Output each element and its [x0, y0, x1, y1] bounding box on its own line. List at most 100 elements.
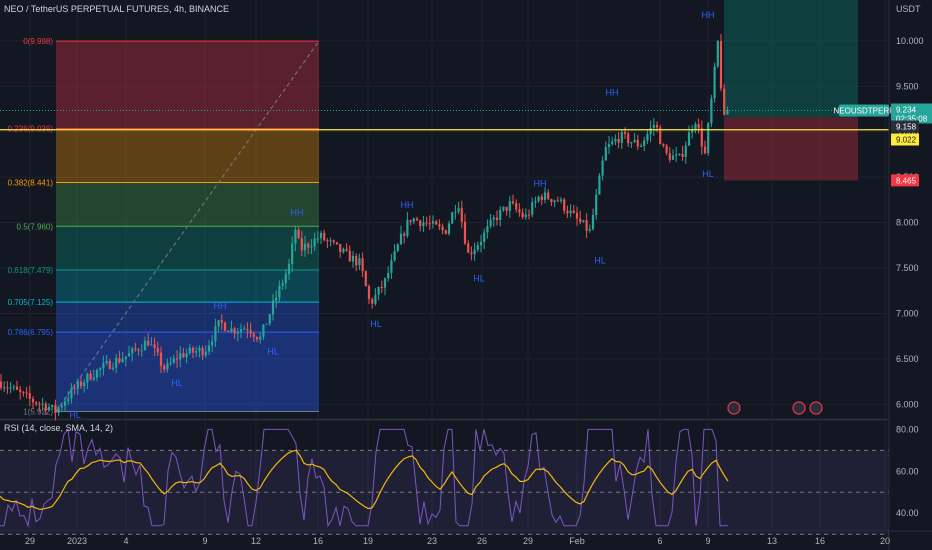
candle-body-43	[137, 349, 140, 351]
structure-label-10: HH	[606, 87, 619, 97]
candle-body-211	[675, 154, 678, 156]
candle-body-199	[636, 139, 639, 147]
fib-zone-4	[56, 269, 319, 303]
market-structure-labels: HL HL HH HL HH HL HH HL HH HL HH HL HH	[69, 10, 714, 420]
price-tag-box-1	[891, 133, 919, 146]
candle-body-15	[47, 406, 51, 411]
candle-body-133	[425, 222, 428, 224]
candle-body-105	[335, 242, 339, 245]
candle-body-66	[211, 341, 214, 346]
candle-body-81	[259, 336, 262, 340]
candle-body-41	[131, 348, 134, 354]
price-tick-label-0: 10.000	[896, 36, 924, 46]
grid	[0, 0, 889, 530]
time-tick-label-8: 26	[477, 536, 487, 546]
time-tick-label-5: 16	[313, 536, 323, 546]
candle-body-47	[150, 344, 153, 346]
candle-body-101	[323, 232, 326, 241]
candle-body-65	[207, 345, 211, 352]
candle-body-160	[511, 201, 515, 204]
fib-level-label-7: 1(5.922)	[23, 407, 53, 416]
symbol-tag-text: NEOUSDTPERP	[834, 106, 895, 115]
candle-body-135	[431, 221, 435, 224]
candle-body-180	[575, 212, 579, 219]
candle-body-6	[19, 389, 22, 392]
candle-body-88	[281, 283, 284, 286]
candle-body-176	[563, 199, 566, 211]
candle-body-195	[623, 131, 627, 134]
candle-body-137	[438, 224, 441, 227]
candle-body-12	[38, 403, 41, 405]
candle-body-26	[83, 382, 86, 387]
candle-body-167	[534, 201, 537, 203]
candle-body-206	[659, 127, 662, 145]
price-tick-label-5: 7.500	[896, 263, 919, 273]
candle-body-73	[233, 328, 236, 334]
candle-body-1	[3, 387, 6, 389]
chart-title: NEO / TetherUS PERPETUAL FUTURES, 4h, BI…	[4, 4, 229, 14]
fib-trend-line	[55, 40, 320, 412]
candle-body-89	[284, 273, 287, 284]
candle-body-204	[652, 124, 655, 128]
candle-body-143	[457, 208, 460, 212]
fib-level-label-0: 0(9.998)	[23, 37, 53, 46]
candle-body-13	[41, 403, 44, 405]
candle-body-174	[556, 200, 559, 202]
candle-body-208	[665, 145, 668, 154]
fibonacci-retracement[interactable]: 0(9.998) 0.236(9.036) 0.382(8.441) 0.5(7.96…	[8, 37, 320, 416]
candle-body-77	[246, 328, 249, 331]
candle-body-144	[460, 208, 463, 222]
candle-body-42	[134, 348, 137, 350]
candle-body-111	[355, 255, 358, 266]
candle-body-110	[351, 255, 355, 262]
candle-body-94	[300, 238, 303, 251]
structure-label-1: HL	[171, 378, 183, 388]
candle-body-178	[569, 210, 572, 214]
position-loss-zone	[724, 117, 858, 181]
time-tick-label-13: 13	[767, 536, 777, 546]
price-axis[interactable]: 10.0009.5009.0008.5008.0007.5007.0006.50…	[834, 0, 932, 550]
candle-body-126	[403, 233, 406, 236]
candle-body-39	[124, 356, 127, 360]
candle-body-79	[252, 333, 255, 337]
candle-body-221	[707, 123, 710, 154]
candle-body-156	[499, 209, 502, 220]
time-axis[interactable]: 29 2023 4 9 12 16 19 23 26 29 Feb 6 9 13 16 20	[0, 530, 932, 546]
candle-body-218	[697, 124, 700, 129]
candle-body-189	[604, 147, 607, 161]
time-tick-label-14: 16	[815, 536, 825, 546]
candle-body-146	[467, 243, 470, 253]
rsi-pane[interactable]: 80.00 60.00 40.00	[0, 424, 919, 535]
candle-body-188	[601, 160, 604, 176]
long-position-tool[interactable]	[724, 0, 858, 181]
candle-body-158	[505, 206, 508, 211]
candle-body-5	[15, 386, 19, 390]
price-tag-box-2	[891, 174, 919, 187]
candle-body-59	[188, 347, 191, 354]
rsi-line	[0, 428, 728, 528]
candle-body-108	[345, 248, 348, 251]
candle-body-163	[521, 212, 524, 218]
rsi-title: RSI (14, close, SMA, 14, 2)	[4, 423, 113, 433]
time-tick-label-3: 9	[202, 536, 207, 546]
candle-body-168	[537, 196, 540, 202]
candle-body-100	[319, 232, 323, 239]
candle-body-185	[591, 214, 595, 230]
structure-label-4: HH	[291, 207, 304, 217]
overlay-lines	[0, 109, 889, 415]
price-tick-label-6: 7.000	[896, 309, 919, 319]
candle-body-165	[527, 214, 531, 216]
candle-body-28	[89, 373, 92, 380]
candle-body-226	[723, 88, 726, 115]
candle-body-122	[390, 260, 393, 273]
candle-body-183	[585, 220, 588, 231]
candle-body-170	[543, 192, 547, 200]
candle-body-82	[262, 324, 265, 337]
candle-body-162	[518, 209, 521, 213]
candle-body-21	[67, 398, 70, 402]
candle-body-25	[79, 381, 83, 387]
candle-body-62	[198, 348, 201, 352]
candle-body-30	[95, 369, 99, 378]
candle-body-33	[105, 361, 108, 364]
